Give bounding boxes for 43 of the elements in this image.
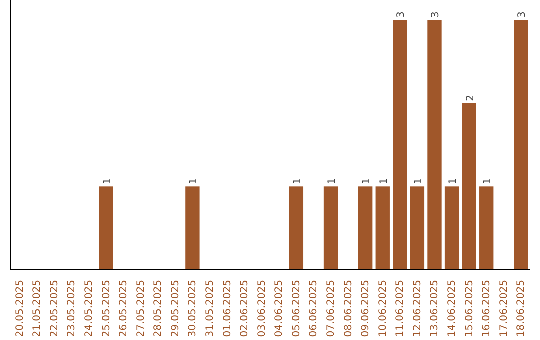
x-tick-label: 05.06.2025: [291, 280, 302, 338]
x-tick-label: 11.06.2025: [395, 280, 406, 338]
data-label: 1: [413, 178, 424, 185]
x-tick-label: 23.05.2025: [66, 280, 78, 338]
x-tick-label: 10.06.2025: [378, 280, 389, 338]
x-tick-label: 13.06.2025: [430, 280, 441, 338]
data-label: 1: [327, 178, 338, 185]
x-tick-label: 24.05.2025: [84, 280, 95, 338]
data-label: 1: [378, 178, 390, 185]
data-label: 1: [102, 178, 114, 185]
x-tick-label: 16.06.2025: [482, 280, 493, 338]
x-tick-label: 08.06.2025: [343, 280, 354, 338]
x-tick-label: 14.06.2025: [447, 280, 458, 338]
x-tick-label: 25.05.2025: [101, 280, 112, 338]
x-tick-label: 09.06.2025: [360, 280, 372, 338]
data-label: 3: [517, 12, 528, 18]
x-tick-label: 28.05.2025: [153, 280, 164, 338]
data-label: 1: [292, 178, 304, 185]
x-tick-label: 18.06.2025: [516, 280, 528, 338]
data-label: 1: [188, 178, 200, 185]
data-label: 1: [482, 178, 494, 185]
x-tick-label: 20.05.2025: [14, 280, 26, 338]
x-tick-label: 22.05.2025: [49, 280, 60, 338]
x-tick-label: 12.06.2025: [412, 280, 424, 338]
x-tick-label: 27.05.2025: [136, 280, 147, 338]
data-label: 2: [465, 94, 476, 102]
x-tick-label: 06.06.2025: [308, 280, 320, 338]
data-label: 1: [362, 178, 373, 185]
x-tick-label: 29.05.2025: [170, 280, 182, 338]
x-tick-label: 30.05.2025: [188, 280, 199, 338]
x-tick-label: 07.06.2025: [326, 280, 338, 338]
x-tick-label: 21.05.2025: [32, 280, 44, 338]
x-tick-label: 15.06.2025: [464, 280, 476, 338]
x-tick-label: 04.06.2025: [274, 280, 286, 338]
x-tick-label: 31.05.2025: [204, 280, 216, 338]
x-tick-label: 17.06.2025: [498, 280, 510, 338]
x-tick-label: 26.05.2025: [118, 280, 130, 338]
data-label: 3: [396, 12, 408, 18]
data-label: 1: [448, 178, 460, 185]
x-tick-label: 01.06.2025: [222, 280, 234, 338]
data-label: 3: [430, 12, 442, 18]
x-tick-label: 02.06.2025: [240, 280, 251, 338]
x-tick-label: 03.06.2025: [256, 280, 268, 338]
